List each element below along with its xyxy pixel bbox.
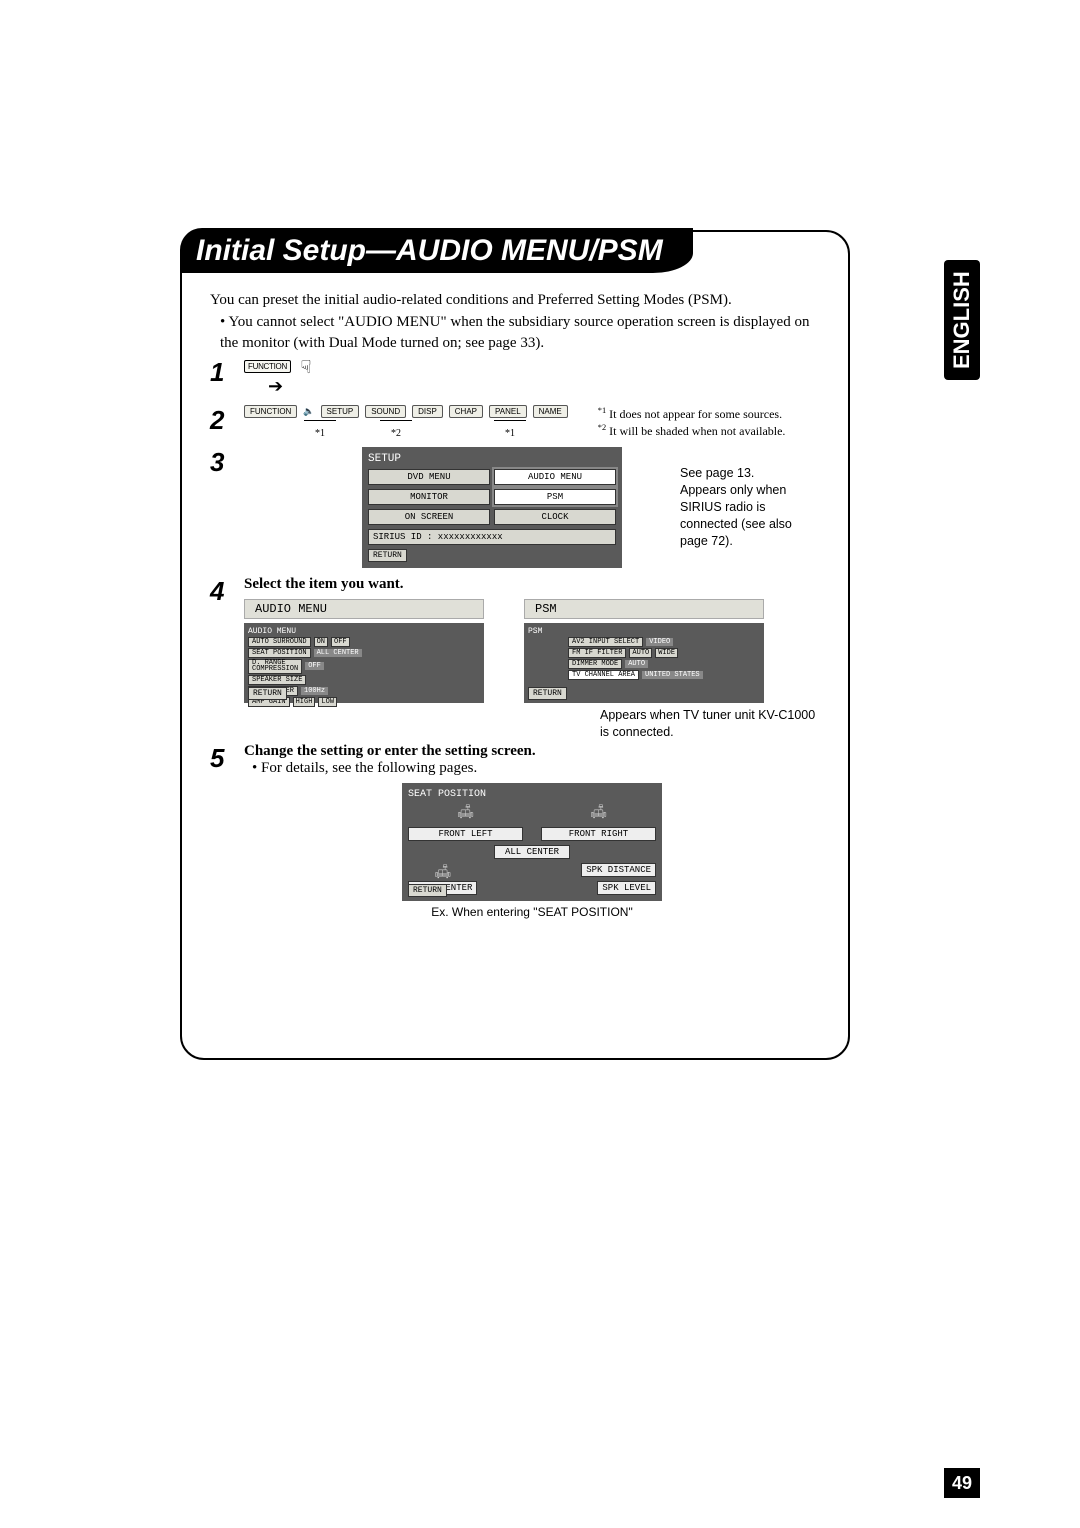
step-5-sub: • For details, see the following pages. bbox=[244, 760, 820, 777]
step-3: 3 SETUP DVD MENU AUDIO MENU MONITOR PSM … bbox=[210, 447, 820, 568]
step-1-number: 1 bbox=[210, 357, 234, 388]
fm-auto[interactable]: AUTO bbox=[629, 648, 652, 658]
menu-audio[interactable]: AUDIO MENU bbox=[494, 469, 616, 485]
front-left-button[interactable]: FRONT LEFT bbox=[408, 827, 523, 841]
step-2: 2 FUNCTION 🔈 SETUP SOUND DISP CHAP PANEL… bbox=[210, 405, 820, 439]
row-drange[interactable]: D. RANGE COMPRESSION bbox=[248, 659, 302, 674]
cursor-tap-icon: ☟ bbox=[634, 453, 646, 479]
step-5: 5 Change the setting or enter the settin… bbox=[210, 743, 820, 919]
arrow-right-icon: ➔ bbox=[268, 376, 820, 397]
row-av2-input[interactable]: AV2 INPUT SELECT bbox=[568, 637, 643, 647]
cursor-tap-icon: ☟ bbox=[494, 673, 506, 699]
tab-chap[interactable]: CHAP bbox=[449, 405, 483, 418]
tab-name[interactable]: NAME bbox=[533, 405, 568, 418]
return-button[interactable]: RETURN bbox=[248, 687, 287, 700]
row-seat-position[interactable]: SEAT POSITION bbox=[248, 648, 311, 658]
spk-distance-button[interactable]: SPK DISTANCE bbox=[581, 863, 656, 877]
tv-channel-value: UNITED STATES bbox=[642, 671, 703, 679]
speaker-icon: 🔈 bbox=[303, 406, 314, 417]
auto-surround-on[interactable]: ON bbox=[314, 637, 328, 647]
step-3-side-note: See page 13. Appears only when SIRIUS ra… bbox=[680, 465, 820, 549]
psm-panel-header: PSM bbox=[528, 627, 760, 636]
seat-icon: 🛋 bbox=[408, 864, 477, 881]
footnote-ref-1a: *1 bbox=[304, 428, 336, 439]
intro-block: You can preset the initial audio-related… bbox=[210, 290, 820, 353]
step-5-instruction: Change the setting or enter the setting … bbox=[244, 743, 820, 760]
menu-clock[interactable]: CLOCK bbox=[494, 509, 616, 525]
intro-bullet-1: • You cannot select "AUDIO MENU" when th… bbox=[210, 312, 820, 353]
return-button[interactable]: RETURN bbox=[408, 884, 447, 897]
step-3-number: 3 bbox=[210, 447, 234, 478]
step-4-instruction: Select the item you want. bbox=[244, 576, 820, 593]
row-auto-surround[interactable]: AUTO SURROUND bbox=[248, 637, 311, 647]
page-number: 49 bbox=[944, 1468, 980, 1498]
return-button[interactable]: RETURN bbox=[368, 549, 407, 562]
psm-panel: PSM AV2 INPUT SELECTVIDEO FM IF FILTERAU… bbox=[524, 623, 764, 703]
function-button[interactable]: FUNCTION bbox=[244, 360, 291, 373]
setup-panel-header: SETUP bbox=[368, 453, 616, 465]
tab-strip: FUNCTION 🔈 SETUP SOUND DISP CHAP PANEL N… bbox=[244, 405, 568, 418]
spk-level-button[interactable]: SPK LEVEL bbox=[597, 881, 656, 895]
av2-value: VIDEO bbox=[646, 638, 673, 646]
intro-line-1: You can preset the initial audio-related… bbox=[210, 290, 820, 310]
row-tv-channel[interactable]: TV CHANNEL AREA bbox=[568, 670, 639, 680]
psm-header: PSM bbox=[524, 599, 764, 619]
cursor-tap-icon: ☟ bbox=[300, 357, 311, 378]
amp-gain-low[interactable]: LOW bbox=[318, 697, 337, 707]
tv-tuner-note: Appears when TV tuner unit KV-C1000 is c… bbox=[600, 707, 820, 741]
step-2-number: 2 bbox=[210, 405, 234, 436]
row-speaker-size[interactable]: SPEAKER SIZE bbox=[248, 675, 306, 685]
menu-monitor[interactable]: MONITOR bbox=[368, 489, 490, 505]
cursor-tap-icon: ☟ bbox=[774, 673, 786, 699]
audio-menu-panel: AUDIO MENU AUTO SURROUNDONOFF SEAT POSIT… bbox=[244, 623, 484, 703]
row-dimmer[interactable]: DIMMER MODE bbox=[568, 659, 622, 669]
footnote-marker-2: *2 bbox=[598, 423, 606, 432]
seat-position-value: ALL CENTER bbox=[314, 649, 362, 657]
seat-panel-caption: Ex. When entering "SEAT POSITION" bbox=[244, 905, 820, 919]
drange-value: OFF bbox=[305, 662, 324, 670]
language-tab: ENGLISH bbox=[944, 260, 980, 380]
step-4-number: 4 bbox=[210, 576, 234, 607]
tab-sound[interactable]: SOUND bbox=[365, 405, 406, 418]
menu-sirius-id: SIRIUS ID : xxxxxxxxxxxx bbox=[368, 529, 616, 545]
seat-icon: 🛋 bbox=[408, 804, 523, 821]
page-title: Initial Setup—AUDIO MENU/PSM bbox=[180, 228, 693, 273]
footnote-2-text: It will be shaded when not available. bbox=[606, 424, 785, 438]
footnote-1-text: It does not appear for some sources. bbox=[606, 407, 782, 421]
footnote-ref-2: *2 bbox=[380, 428, 412, 439]
menu-dvd[interactable]: DVD MENU bbox=[368, 469, 490, 485]
tab-function[interactable]: FUNCTION bbox=[244, 405, 297, 418]
menu-psm[interactable]: PSM bbox=[494, 489, 616, 505]
setup-panel: SETUP DVD MENU AUDIO MENU MONITOR PSM ON… bbox=[362, 447, 622, 568]
footnote-ref-1b: *1 bbox=[494, 428, 526, 439]
fm-wide[interactable]: WIDE bbox=[655, 648, 678, 658]
seat-panel-header: SEAT POSITION bbox=[408, 789, 656, 800]
seat-position-panel: SEAT POSITION 🛋 🛋 FRONT LEFT FRONT RIGHT… bbox=[402, 783, 662, 901]
amp-gain-high[interactable]: HIGH bbox=[293, 697, 316, 707]
menu-onscreen[interactable]: ON SCREEN bbox=[368, 509, 490, 525]
tab-panel[interactable]: PANEL bbox=[489, 405, 527, 418]
tab-disp[interactable]: DISP bbox=[412, 405, 443, 418]
step-4: 4 Select the item you want. AUDIO MENU P… bbox=[210, 576, 820, 741]
step-1: 1 FUNCTION ☟ ➔ bbox=[210, 357, 820, 397]
audio-menu-panel-header: AUDIO MENU bbox=[248, 627, 480, 636]
row-fm-filter[interactable]: FM IF FILTER bbox=[568, 648, 626, 658]
dimmer-value: AUTO bbox=[625, 660, 648, 668]
step-5-number: 5 bbox=[210, 743, 234, 774]
crossover-value: 100Hz bbox=[301, 687, 328, 695]
audio-menu-header: AUDIO MENU bbox=[244, 599, 484, 619]
front-right-button[interactable]: FRONT RIGHT bbox=[541, 827, 656, 841]
auto-surround-off[interactable]: OFF bbox=[331, 637, 350, 647]
all-center-button[interactable]: ALL CENTER bbox=[494, 845, 570, 859]
return-button[interactable]: RETURN bbox=[528, 687, 567, 700]
footnote-marker-1: *1 bbox=[598, 406, 606, 415]
seat-icon: 🛋 bbox=[541, 804, 656, 821]
tab-setup[interactable]: SETUP bbox=[321, 405, 360, 418]
page-frame: Initial Setup—AUDIO MENU/PSM You can pre… bbox=[180, 230, 850, 1060]
